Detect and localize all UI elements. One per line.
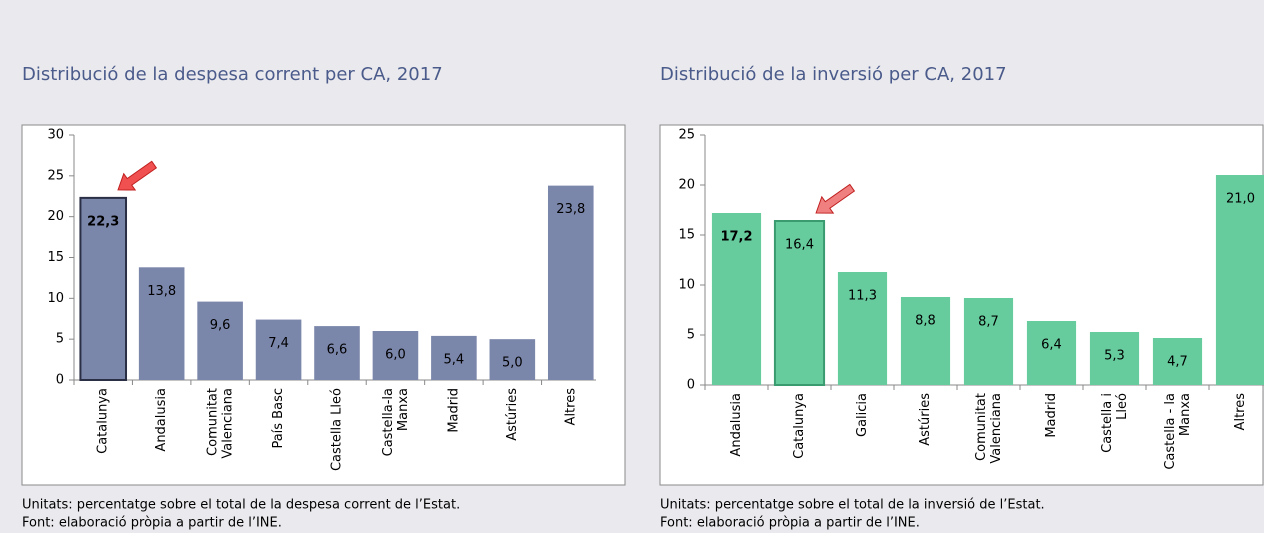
x-tick-label: Altres xyxy=(563,388,578,426)
x-tick-label: Catalunya xyxy=(96,388,111,454)
value-label: 22,3 xyxy=(87,214,119,229)
note: Font: elaboració pròpia a partir de l’IN… xyxy=(22,516,282,531)
bar xyxy=(1215,175,1264,385)
x-tick-label: Galicia xyxy=(855,393,870,437)
note: Unitats: percentatge sobre el total de l… xyxy=(22,498,460,513)
note: Font: elaboració pròpia a partir de l’IN… xyxy=(660,516,920,531)
x-tick-label: País Basc xyxy=(271,388,286,449)
value-label: 8,8 xyxy=(915,314,936,329)
x-tick-label: Altres xyxy=(1233,393,1248,431)
arrow xyxy=(815,183,856,214)
value-label: 7,4 xyxy=(268,336,289,351)
y-tick-label: 5 xyxy=(687,328,695,343)
bar xyxy=(431,335,477,380)
y-tick-label: 20 xyxy=(47,209,64,224)
bar xyxy=(711,213,762,385)
x-tick-label: Andalusia xyxy=(729,393,744,457)
value-label: 5,4 xyxy=(444,352,465,367)
value-label: 17,2 xyxy=(720,230,752,245)
note: Unitats: percentatge sobre el total de l… xyxy=(660,498,1045,513)
chart-title: Distribució de la despesa corrent per CA… xyxy=(22,64,443,85)
bar xyxy=(138,267,185,380)
x-tick-label: Andalusia xyxy=(154,388,169,452)
value-label: 21,0 xyxy=(1226,192,1255,207)
y-tick-label: 25 xyxy=(678,128,695,143)
bar xyxy=(372,331,419,380)
arrow xyxy=(117,160,158,191)
value-label: 5,3 xyxy=(1104,349,1125,364)
value-label: 23,8 xyxy=(556,202,585,217)
y-tick-label: 15 xyxy=(678,228,695,243)
y-tick-label: 5 xyxy=(56,332,64,347)
y-tick-label: 10 xyxy=(47,291,64,306)
bar xyxy=(547,185,594,380)
value-label: 6,6 xyxy=(327,343,348,358)
y-tick-label: 0 xyxy=(687,378,695,393)
bar xyxy=(255,319,302,380)
y-tick-label: 0 xyxy=(56,373,64,388)
value-label: 16,4 xyxy=(785,238,814,253)
x-tick-label: Castella - laManxa xyxy=(1163,393,1193,470)
x-tick-label: Astúries xyxy=(505,388,520,441)
bar xyxy=(314,326,360,380)
arrow-shape xyxy=(815,183,856,214)
value-label: 5,0 xyxy=(502,356,523,371)
chart-title: Distribució de la inversió per CA, 2017 xyxy=(660,64,1007,85)
bar xyxy=(1089,332,1140,385)
value-label: 6,4 xyxy=(1041,338,1062,353)
x-tick-label: Castella Lleó xyxy=(330,388,345,471)
y-tick-label: 15 xyxy=(47,250,64,265)
bar xyxy=(963,298,1014,385)
value-label: 11,3 xyxy=(848,289,877,304)
x-tick-label: Astúries xyxy=(918,393,933,446)
bar xyxy=(489,339,536,380)
bar xyxy=(837,272,888,385)
bar xyxy=(773,220,826,386)
bar xyxy=(1152,338,1203,385)
value-label: 13,8 xyxy=(147,284,176,299)
value-label: 8,7 xyxy=(978,315,999,330)
x-tick-label: Madrid xyxy=(1044,393,1059,438)
x-tick-label: Catalunya xyxy=(792,393,807,459)
x-tick-label: Castella-laManxa xyxy=(380,388,410,456)
value-label: 4,7 xyxy=(1167,355,1188,370)
arrow-shape xyxy=(117,160,158,191)
x-tick-label: ComunitatValenciana xyxy=(205,388,235,459)
bar xyxy=(79,196,128,381)
y-tick-label: 10 xyxy=(678,278,695,293)
value-label: 9,6 xyxy=(210,318,231,333)
bar xyxy=(1026,321,1077,385)
value-label: 6,0 xyxy=(385,348,406,363)
bar xyxy=(197,301,243,380)
x-tick-label: Castella iLleó xyxy=(1100,393,1130,453)
x-tick-label: ComunitatValenciana xyxy=(974,393,1004,464)
x-tick-label: Madrid xyxy=(446,388,461,433)
bar xyxy=(900,297,951,385)
y-tick-label: 30 xyxy=(47,128,64,143)
y-tick-label: 20 xyxy=(678,178,695,193)
y-tick-label: 25 xyxy=(47,168,64,183)
